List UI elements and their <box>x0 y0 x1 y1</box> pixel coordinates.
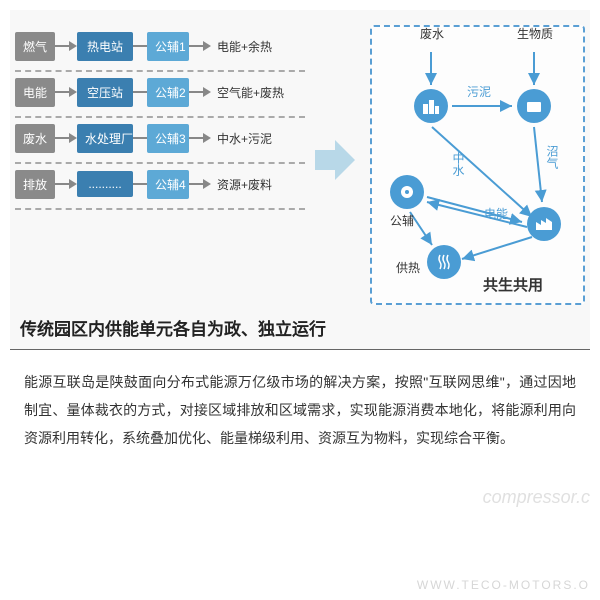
output-text: 电能+余热 <box>217 38 272 55</box>
arrow-icon <box>203 87 211 97</box>
input-box: 废水 <box>15 124 55 153</box>
body-paragraph: 能源互联岛是陕鼓面向分布式能源万亿级市场的解决方案，按照"互联网思维"，通过因地… <box>10 350 590 452</box>
connector-line <box>189 45 203 47</box>
flow-row: 废水 水处理厂 公辅3 中水+污泥 <box>15 122 315 154</box>
input-box: 电能 <box>15 78 55 107</box>
arrow-icon <box>69 41 77 51</box>
connector-line <box>55 91 69 93</box>
page-container: 燃气 热电站 公辅1 电能+余热 电能 空压站 公辅2 空气能+废热 <box>0 0 600 462</box>
arrow-icon <box>203 179 211 189</box>
node-city-icon <box>414 89 448 123</box>
connector-line <box>133 45 147 47</box>
node-label: 生物质 <box>517 25 553 42</box>
network-panel: 废水 生物质 公辅 供热 污泥 沼气 中水 电能 共生共用 <box>370 25 585 305</box>
flow-row: 燃气 热电站 公辅1 电能+余热 <box>15 30 315 62</box>
node-heat-icon <box>427 245 461 279</box>
flow-row: 排放 .......... 公辅4 资源+废料 <box>15 168 315 200</box>
left-flow-column: 燃气 热电站 公辅1 电能+余热 电能 空压站 公辅2 空气能+废热 <box>15 30 315 214</box>
connector-line <box>133 137 147 139</box>
connector-line <box>133 183 147 185</box>
connector-line <box>189 91 203 93</box>
station-box: 热电站 <box>77 32 133 61</box>
edge-label: 沼气 <box>544 145 561 169</box>
station-box: .......... <box>77 171 133 197</box>
divider-dash <box>15 208 305 210</box>
arrow-icon <box>69 87 77 97</box>
edge-label: 污泥 <box>467 83 491 100</box>
aux-box: 公辅3 <box>147 124 189 153</box>
arrow-icon <box>203 41 211 51</box>
node-gear-icon <box>390 175 424 209</box>
node-box-icon <box>517 89 551 123</box>
diagram-area: 燃气 热电站 公辅1 电能+余热 电能 空压站 公辅2 空气能+废热 <box>10 10 590 350</box>
node-factory-icon <box>527 207 561 241</box>
station-box: 空压站 <box>77 78 133 107</box>
divider-dash <box>15 70 305 72</box>
flow-row: 电能 空压站 公辅2 空气能+废热 <box>15 76 315 108</box>
connector-line <box>189 137 203 139</box>
connector-line <box>189 183 203 185</box>
divider-dash <box>15 162 305 164</box>
node-label: 公辅 <box>390 212 414 229</box>
node-label: 废水 <box>420 25 444 42</box>
connector-line <box>55 183 69 185</box>
connector-line <box>55 45 69 47</box>
aux-box: 公辅4 <box>147 170 189 199</box>
connector-line <box>133 91 147 93</box>
arrow-icon <box>203 133 211 143</box>
aux-box: 公辅1 <box>147 32 189 61</box>
watermark-url: WWW.TECO-MOTORS.O <box>417 578 590 592</box>
output-text: 空气能+废热 <box>217 84 284 101</box>
edge-label: 电能 <box>484 205 508 222</box>
output-text: 中水+污泥 <box>217 130 272 147</box>
big-arrow-icon <box>315 140 355 180</box>
output-text: 资源+废料 <box>217 176 272 193</box>
arrow-icon <box>69 179 77 189</box>
input-box: 排放 <box>15 170 55 199</box>
node-label: 供热 <box>396 259 420 276</box>
connector-line <box>55 137 69 139</box>
edge-label: 中水 <box>450 152 467 176</box>
arrow-icon <box>69 133 77 143</box>
watermark-logo: compressor.c <box>483 487 590 508</box>
input-box: 燃气 <box>15 32 55 61</box>
aux-box: 公辅2 <box>147 78 189 107</box>
network-title: 共生共用 <box>483 274 543 295</box>
station-box: 水处理厂 <box>77 124 133 153</box>
divider-dash <box>15 116 305 118</box>
diagram-caption: 传统园区内供能单元各自为政、独立运行 <box>20 315 326 340</box>
